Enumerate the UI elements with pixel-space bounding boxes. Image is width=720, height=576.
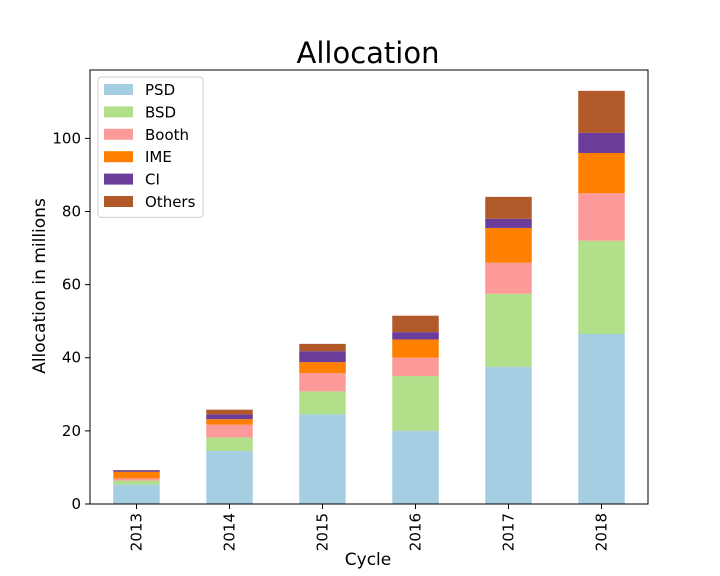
legend-swatch-psd [104,84,133,95]
legend-label-booth: Booth [145,126,189,144]
legend-swatch-bsd [104,106,133,118]
plot-frame [89,69,649,505]
bar-others-2018 [578,90,625,133]
y-axis-label: Allocation in millions [30,198,50,374]
x-tick-label-2015: 2015 [314,513,332,551]
bar-ime-2015 [299,362,346,374]
bar-bsd-2016 [392,376,439,431]
legend-swatch-ime [104,151,133,163]
bar-booth-2018 [578,193,625,241]
bar-psd-2018 [578,333,625,504]
bar-ime-2017 [485,227,532,263]
bar-booth-2015 [299,373,346,392]
chart-title: Allocation [297,36,440,70]
bar-ci-2018 [578,132,625,153]
legend-label-ci: CI [145,171,160,189]
bar-bsd-2013 [113,480,160,485]
legend-label-bsd: BSD [145,103,176,121]
bar-others-2016 [392,315,439,333]
y-tick-label: 80 [62,202,81,220]
bar-others-2017 [485,196,532,219]
bar-bsd-2015 [299,391,346,415]
bar-ci-2013 [113,470,160,472]
bar-psd-2014 [206,450,253,504]
bar-ime-2016 [392,339,439,358]
bar-ime-2018 [578,152,625,194]
x-tick-label-2018: 2018 [593,513,611,551]
bar-ci-2015 [299,351,346,363]
bar-psd-2013 [113,484,160,504]
bar-bsd-2017 [485,293,532,367]
x-tick-label-2013: 2013 [128,513,146,551]
y-tick-label: 40 [62,349,81,367]
bar-booth-2017 [485,262,532,294]
y-tick-label: 60 [62,276,81,294]
bar-ci-2014 [206,414,253,420]
legend-label-ime: IME [145,148,172,166]
bar-ci-2016 [392,332,439,340]
bar-bsd-2014 [206,437,253,451]
legend-swatch-ci [104,173,133,185]
bars-group [113,90,625,504]
x-tick-label-2017: 2017 [500,513,518,551]
legend: PSD BSD Booth IME CI Others [97,76,204,218]
y-tick-label: 0 [71,495,81,513]
bar-others-2015 [299,343,346,352]
bar-booth-2014 [206,424,253,438]
y-tick-label: 100 [52,129,81,147]
bar-psd-2017 [485,366,532,504]
bar-booth-2016 [392,357,439,377]
legend-swatch-others [104,196,133,207]
y-tick-label: 20 [62,422,81,440]
legend-label-others: Others [145,193,196,211]
legend-label-psd: PSD [145,81,175,99]
bar-ime-2013 [113,471,160,479]
bar-booth-2013 [113,478,160,481]
y-axis-ticks: 0 20 40 60 80 100 [52,129,90,513]
bar-bsd-2018 [578,240,625,334]
bar-ime-2014 [206,419,253,425]
x-axis-label: Cycle [345,550,391,570]
bar-others-2014 [206,409,253,415]
bar-psd-2015 [299,414,346,504]
bar-ci-2017 [485,218,532,228]
x-tick-label-2016: 2016 [407,513,425,551]
legend-swatch-booth [104,128,133,140]
x-axis-ticks: 2013 2014 2015 2016 2017 2018 [128,504,611,551]
x-tick-label-2014: 2014 [221,513,239,551]
bar-psd-2016 [392,430,439,504]
